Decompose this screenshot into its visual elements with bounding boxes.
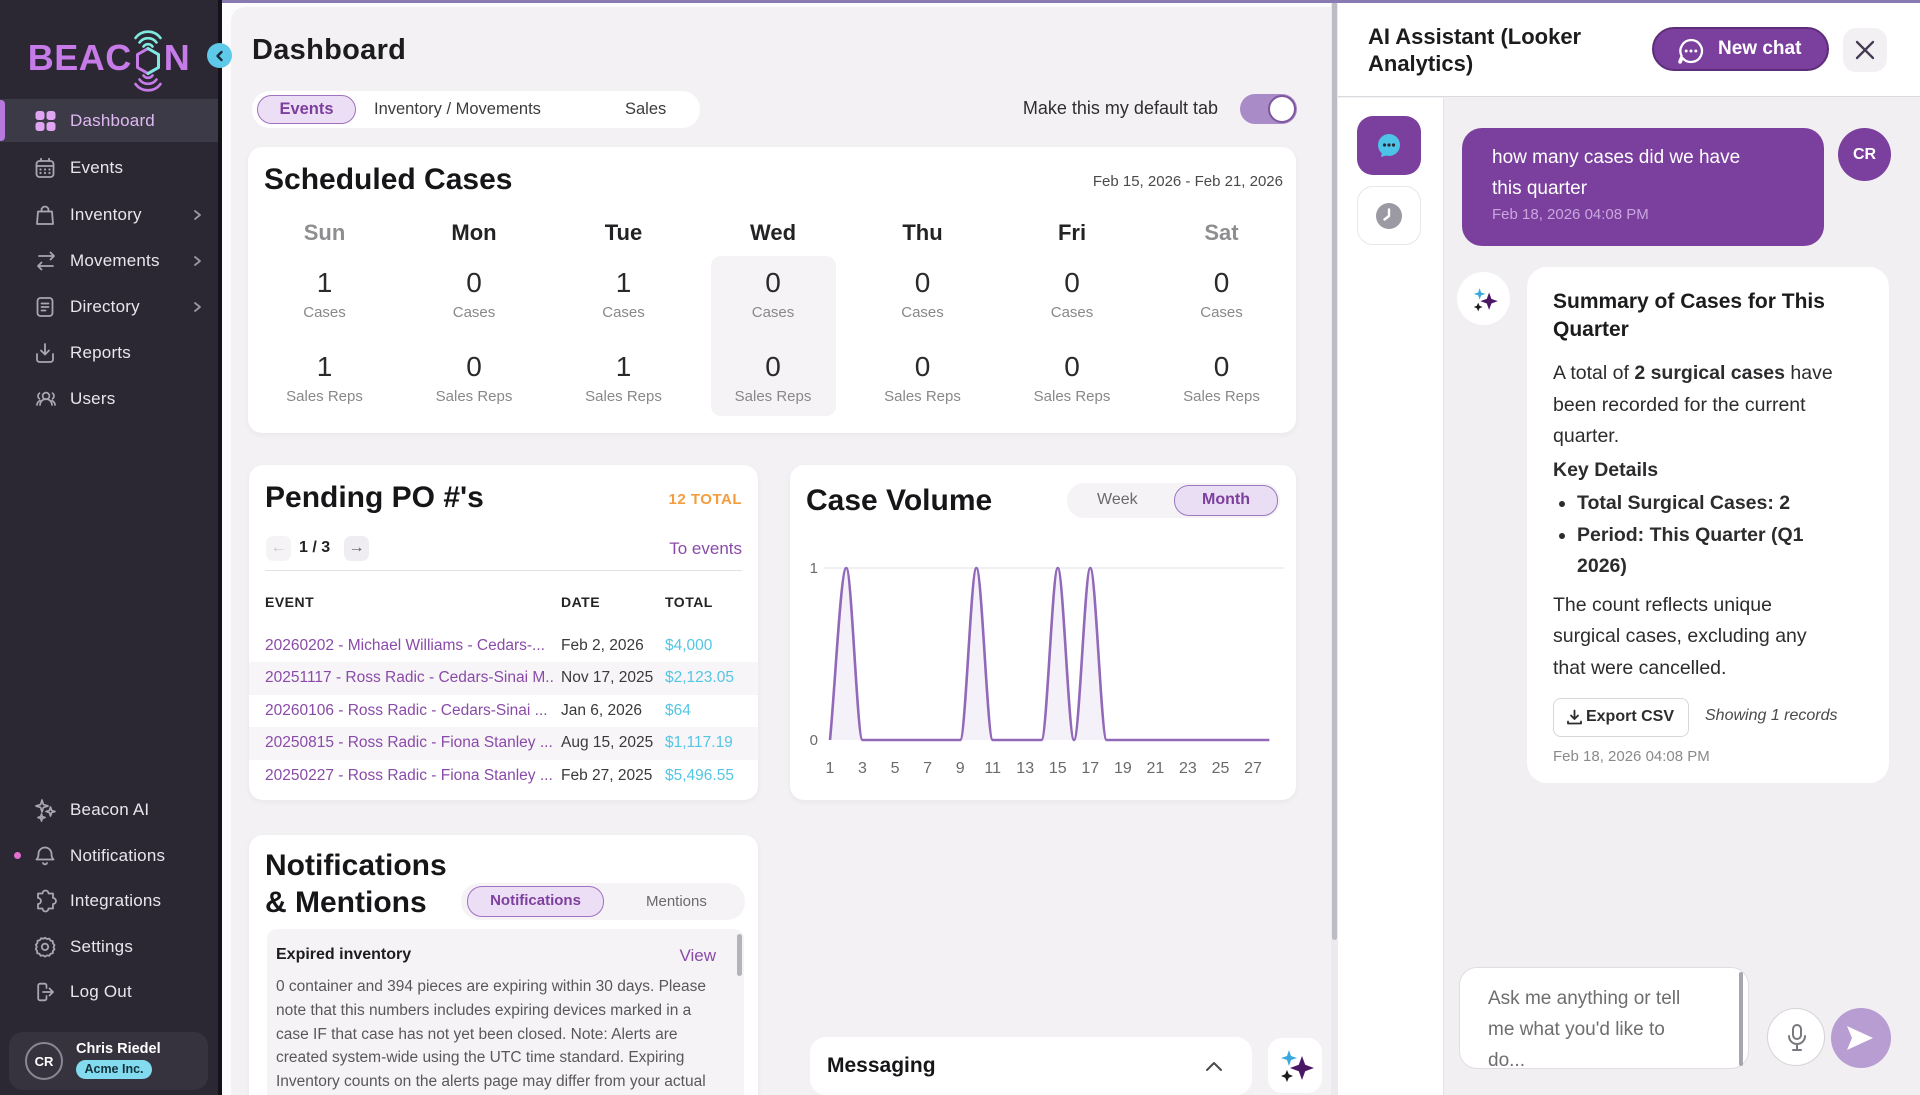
svg-text:5: 5: [891, 760, 900, 777]
svg-text:15: 15: [1049, 760, 1067, 777]
svg-text:23: 23: [1179, 760, 1197, 777]
svg-text:17: 17: [1081, 760, 1099, 777]
svg-text:7: 7: [923, 760, 932, 777]
svg-text:11: 11: [984, 760, 1001, 777]
svg-text:13: 13: [1016, 760, 1034, 777]
svg-text:21: 21: [1147, 760, 1165, 777]
svg-text:27: 27: [1244, 760, 1262, 777]
svg-text:19: 19: [1114, 760, 1132, 777]
svg-text:1: 1: [826, 760, 835, 777]
svg-text:9: 9: [956, 760, 965, 777]
svg-text:3: 3: [858, 760, 867, 777]
svg-text:0: 0: [810, 732, 818, 749]
svg-text:1: 1: [810, 560, 818, 577]
svg-text:25: 25: [1212, 760, 1230, 777]
